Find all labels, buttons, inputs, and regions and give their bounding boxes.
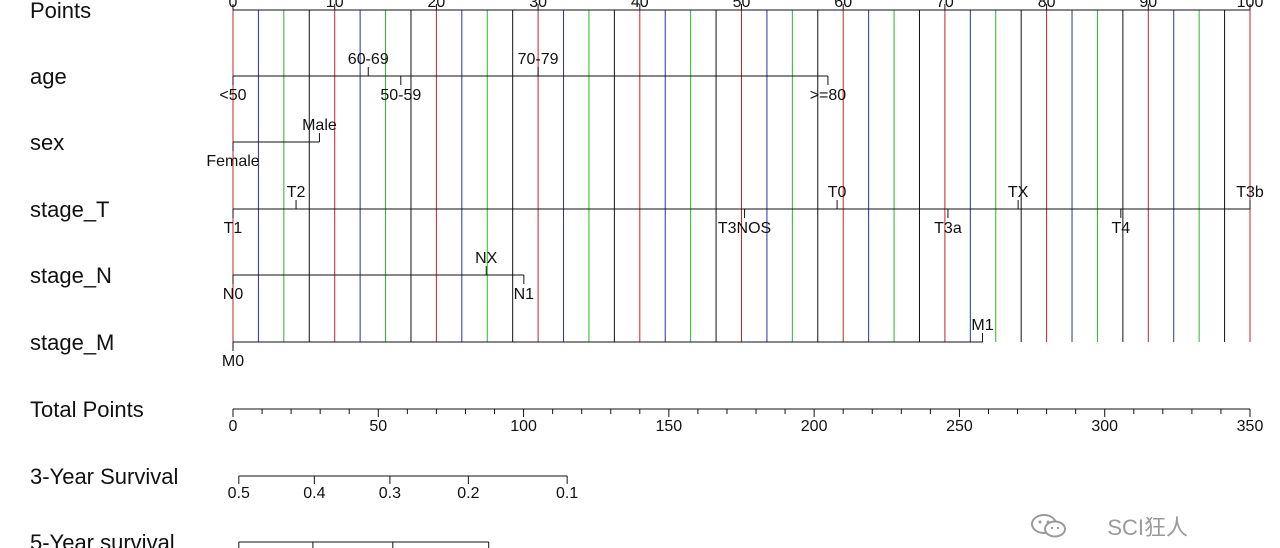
factor-level-label: NX xyxy=(475,250,498,267)
factor-level-label: T3NOS xyxy=(718,220,771,237)
factor-level-label: >=80 xyxy=(810,87,847,104)
factor-level-label: 70-79 xyxy=(518,51,559,68)
factor-level-label: N1 xyxy=(514,286,535,303)
factor-level-label: Male xyxy=(302,117,337,134)
survival-tick-label: 0.2 xyxy=(457,485,479,502)
points-tick-label: 70 xyxy=(936,0,954,11)
points-tick-label: 60 xyxy=(834,0,852,11)
survival-tick-label: 0.4 xyxy=(303,485,325,502)
total-points-tick-label: 200 xyxy=(801,418,828,435)
row-label: 3-Year Survival xyxy=(30,464,178,489)
row-label: sex xyxy=(30,130,64,155)
points-tick-label: 30 xyxy=(529,0,547,11)
factor-level-label: M0 xyxy=(222,353,244,370)
survival-tick-label: 0.3 xyxy=(379,485,401,502)
points-tick-label: 20 xyxy=(428,0,446,11)
total-points-tick-label: 350 xyxy=(1237,418,1264,435)
row-label: 5-Year survival xyxy=(30,530,175,548)
factor-level-label: T3a xyxy=(934,220,962,237)
factor-level-label: T0 xyxy=(828,184,847,201)
total-points-tick-label: 300 xyxy=(1091,418,1118,435)
survival-tick-label: 0.5 xyxy=(228,485,250,502)
total-points-tick-label: 100 xyxy=(510,418,537,435)
watermark-text: SCI狂人 xyxy=(1107,515,1188,540)
wechat-icon xyxy=(1031,514,1066,538)
row-label: Total Points xyxy=(30,397,144,422)
factor-level-label: T1 xyxy=(224,220,243,237)
points-tick-label: 90 xyxy=(1139,0,1157,11)
factor-level-label: M1 xyxy=(971,317,993,334)
survival-tick-label: 0.1 xyxy=(556,485,578,502)
factor-level-label: T2 xyxy=(287,184,306,201)
total-points-tick-label: 50 xyxy=(369,418,387,435)
total-points-tick-label: 250 xyxy=(946,418,973,435)
points-tick-label: 10 xyxy=(326,0,344,11)
points-tick-label: 80 xyxy=(1038,0,1056,11)
points-tick-label: 50 xyxy=(733,0,751,11)
points-tick-label: 100 xyxy=(1237,0,1264,11)
row-label: stage_N xyxy=(30,263,112,288)
factor-level-label: <50 xyxy=(219,87,246,104)
factor-level-label: 50-59 xyxy=(380,87,421,104)
total-points-tick-label: 0 xyxy=(229,418,238,435)
row-label: stage_T xyxy=(30,197,110,222)
factor-level-label: TX xyxy=(1008,184,1029,201)
points-tick-label: 40 xyxy=(631,0,649,11)
row-label: Points xyxy=(30,0,91,23)
total-points-tick-label: 150 xyxy=(656,418,683,435)
factor-level-label: T3b xyxy=(1236,184,1264,201)
factor-level-label: 60-69 xyxy=(348,51,389,68)
points-tick-label: 0 xyxy=(229,0,238,11)
row-label: stage_M xyxy=(30,330,114,355)
factor-level-label: T4 xyxy=(1112,220,1131,237)
factor-level-label: N0 xyxy=(223,286,244,303)
factor-level-label: Female xyxy=(206,153,259,170)
row-label: age xyxy=(30,64,67,89)
